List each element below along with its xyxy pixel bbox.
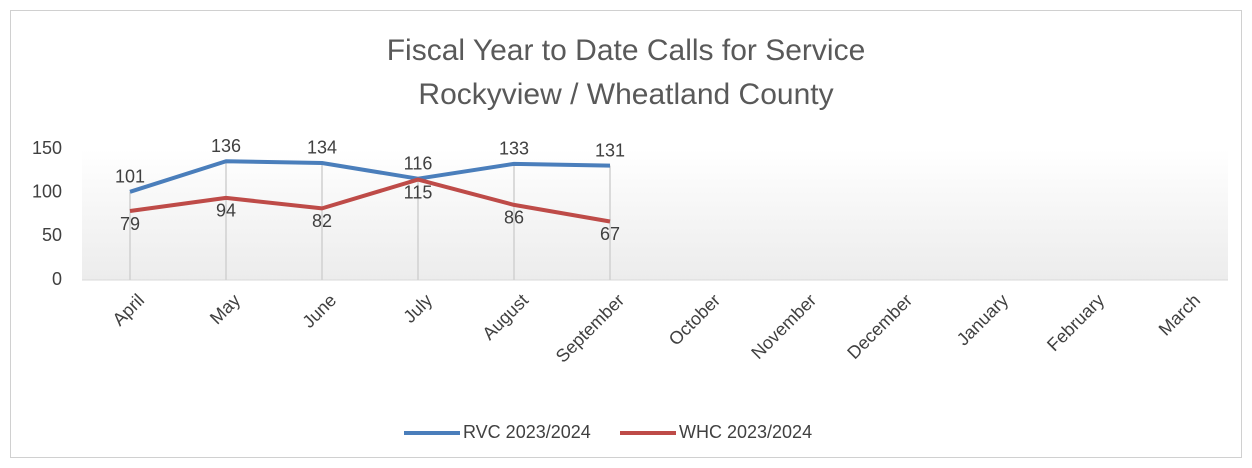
data-label: 134 [307, 138, 337, 158]
y-tick-label: 0 [52, 269, 62, 289]
series-line [129, 177, 611, 224]
y-tick-label: 50 [42, 225, 62, 245]
chart-title: Rockyview / Wheatland County [418, 78, 833, 111]
data-label: 79 [120, 214, 140, 234]
data-label: 101 [115, 167, 145, 187]
plot-area [82, 149, 1228, 280]
data-label: 67 [600, 224, 620, 244]
series-line [129, 159, 611, 194]
data-label: 86 [504, 208, 524, 228]
data-label: 136 [211, 136, 241, 156]
data-label: 82 [312, 211, 332, 231]
legend-label: RVC 2023/2024 [463, 422, 591, 442]
data-label: 115 [404, 182, 433, 202]
data-label: 133 [499, 139, 529, 159]
data-label: 94 [216, 201, 236, 221]
data-label: 131 [595, 140, 625, 160]
y-tick-label: 100 [32, 181, 62, 201]
chart-title: Fiscal Year to Date Calls for Service [387, 34, 866, 67]
legend-label: WHC 2023/2024 [679, 422, 812, 442]
data-label: 116 [404, 153, 433, 173]
y-tick-label: 150 [32, 138, 62, 158]
